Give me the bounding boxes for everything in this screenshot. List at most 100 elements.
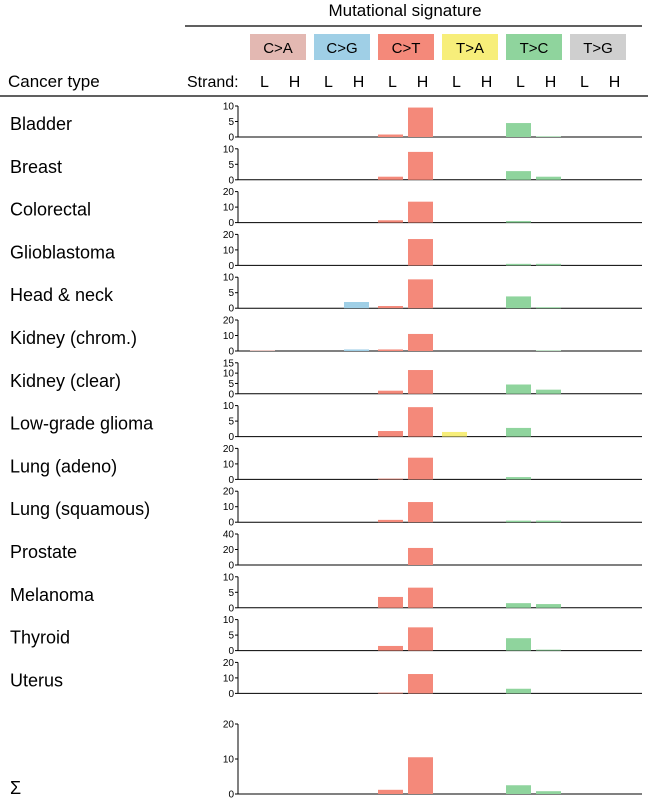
strand-h-label: H xyxy=(417,74,429,91)
y-tick-label: 10 xyxy=(223,502,235,513)
panel-uterus: Uterus 0 10 20 xyxy=(10,658,642,700)
y-tick-label: 0 xyxy=(228,218,234,229)
panel-glioblastoma: Glioblastoma 0 10 20 xyxy=(10,230,642,272)
y-tick-label: 5 xyxy=(228,631,234,642)
cancer-type-label: Colorectal xyxy=(10,200,91,220)
bar-t-c-h xyxy=(536,649,561,651)
y-tick-label: 15 xyxy=(223,358,235,369)
signature-box-c-g xyxy=(314,34,370,60)
y-tick-label: 20 xyxy=(223,444,235,455)
bar-t-c-h xyxy=(536,176,561,180)
bar-t-c-l xyxy=(506,296,531,309)
y-tick-label: 20 xyxy=(223,230,235,241)
signature-label-c-t: C>T xyxy=(392,40,421,57)
strand-l-label: L xyxy=(580,74,589,91)
y-tick-label: 10 xyxy=(223,755,235,766)
strand-l-label: L xyxy=(388,74,397,91)
y-tick-label: 10 xyxy=(223,144,235,155)
y-tick-label: 5 xyxy=(228,417,234,428)
bar-c-t-l xyxy=(378,431,403,437)
y-tick-label: 10 xyxy=(223,572,235,583)
panel-lung-squamous: Lung (squamous) 0 10 20 xyxy=(10,487,642,529)
strand-l-label: L xyxy=(260,74,269,91)
bar-t-c-l xyxy=(506,638,531,651)
bar-c-t-h xyxy=(408,627,433,651)
bar-c-t-h xyxy=(408,279,433,309)
y-tick-label: 5 xyxy=(228,379,234,390)
bar-c-g-h xyxy=(344,302,369,309)
bar-c-t-l xyxy=(378,390,403,394)
bar-t-a-l xyxy=(442,431,467,437)
y-tick-label: 0 xyxy=(228,432,234,443)
y-tick-label: 0 xyxy=(228,389,234,400)
bar-t-c-l xyxy=(506,171,531,180)
signature-label-t-a: T>A xyxy=(456,40,484,57)
bar-t-c-l xyxy=(506,221,531,223)
panel-head-neck: Head & neck 0 5 10 xyxy=(10,273,642,315)
bar-t-c-l xyxy=(506,603,531,608)
panels: Bladder0510Breast0510Colorectal01020Glio… xyxy=(10,102,642,800)
bar-t-c-l xyxy=(506,785,531,794)
bar-t-c-l xyxy=(506,427,531,437)
strand-l-label: L xyxy=(452,74,461,91)
cancer-type-label: Lung (adeno) xyxy=(10,456,117,476)
y-tick-label: 0 xyxy=(228,561,234,572)
bar-c-t-h xyxy=(408,239,433,266)
panel-sum: Σ 0 10 20 xyxy=(10,720,642,800)
cancer-type-label: Glioblastoma xyxy=(10,242,116,262)
strand-label: Strand: xyxy=(187,74,239,91)
y-tick-label: 0 xyxy=(228,347,234,358)
bar-c-t-l xyxy=(378,220,403,223)
y-tick-label: 20 xyxy=(223,720,235,731)
panel-breast: Breast 0 5 10 xyxy=(10,144,642,186)
bar-c-t-l xyxy=(378,349,403,351)
cancer-type-label: Breast xyxy=(10,157,62,177)
strand-h-label: H xyxy=(481,74,493,91)
bar-c-t-l xyxy=(378,478,403,480)
y-tick-label: 20 xyxy=(223,487,235,498)
y-tick-label: 5 xyxy=(228,117,234,128)
cancer-type-label: Head & neck xyxy=(10,285,114,305)
bar-c-t-h xyxy=(408,201,433,223)
bar-c-t-l xyxy=(378,789,403,794)
bar-t-c-h xyxy=(536,604,561,608)
y-tick-label: 40 xyxy=(223,530,235,541)
bar-c-t-h xyxy=(408,457,433,480)
bar-t-c-h xyxy=(536,389,561,394)
bar-c-g-h xyxy=(344,349,369,351)
bar-t-c-h xyxy=(536,791,561,794)
y-tick-label: 5 xyxy=(228,288,234,299)
panel-low-grade-glioma: Low-grade glioma 0 5 10 xyxy=(10,401,642,443)
panel-melanoma: Melanoma 0 5 10 xyxy=(10,572,642,614)
signature-label-t-g: T>G xyxy=(583,40,613,57)
signature-box-t-a xyxy=(442,34,498,60)
bar-t-c-l xyxy=(506,123,531,137)
y-tick-label: 10 xyxy=(223,331,235,342)
bar-c-t-l xyxy=(378,176,403,180)
cancer-type-label: Σ xyxy=(10,778,21,798)
y-tick-label: 10 xyxy=(223,245,235,256)
bar-c-t-h xyxy=(408,151,433,180)
y-tick-label: 0 xyxy=(228,518,234,529)
y-tick-label: 0 xyxy=(228,689,234,700)
y-tick-label: 10 xyxy=(223,673,235,684)
cancer-type-label: Kidney (clear) xyxy=(10,371,121,391)
cancer-type-label: Bladder xyxy=(10,114,72,134)
cancer-type-label: Kidney (chrom.) xyxy=(10,328,137,348)
bar-c-t-h xyxy=(408,407,433,437)
y-tick-label: 10 xyxy=(223,369,235,380)
signature-box-t-g xyxy=(570,34,626,60)
y-tick-label: 10 xyxy=(223,459,235,470)
bar-c-t-l xyxy=(378,519,403,523)
signature-box-c-a xyxy=(250,34,306,60)
cancer-type-label: Prostate xyxy=(10,542,77,562)
bar-c-t-l xyxy=(378,692,403,694)
cancer-type-label: Low-grade glioma xyxy=(10,414,154,434)
strand-h-label: H xyxy=(609,74,621,91)
cancer-type-label: Melanoma xyxy=(10,585,95,605)
panel-lung-adeno: Lung (adeno) 0 10 20 xyxy=(10,444,642,486)
y-tick-label: 0 xyxy=(228,261,234,272)
